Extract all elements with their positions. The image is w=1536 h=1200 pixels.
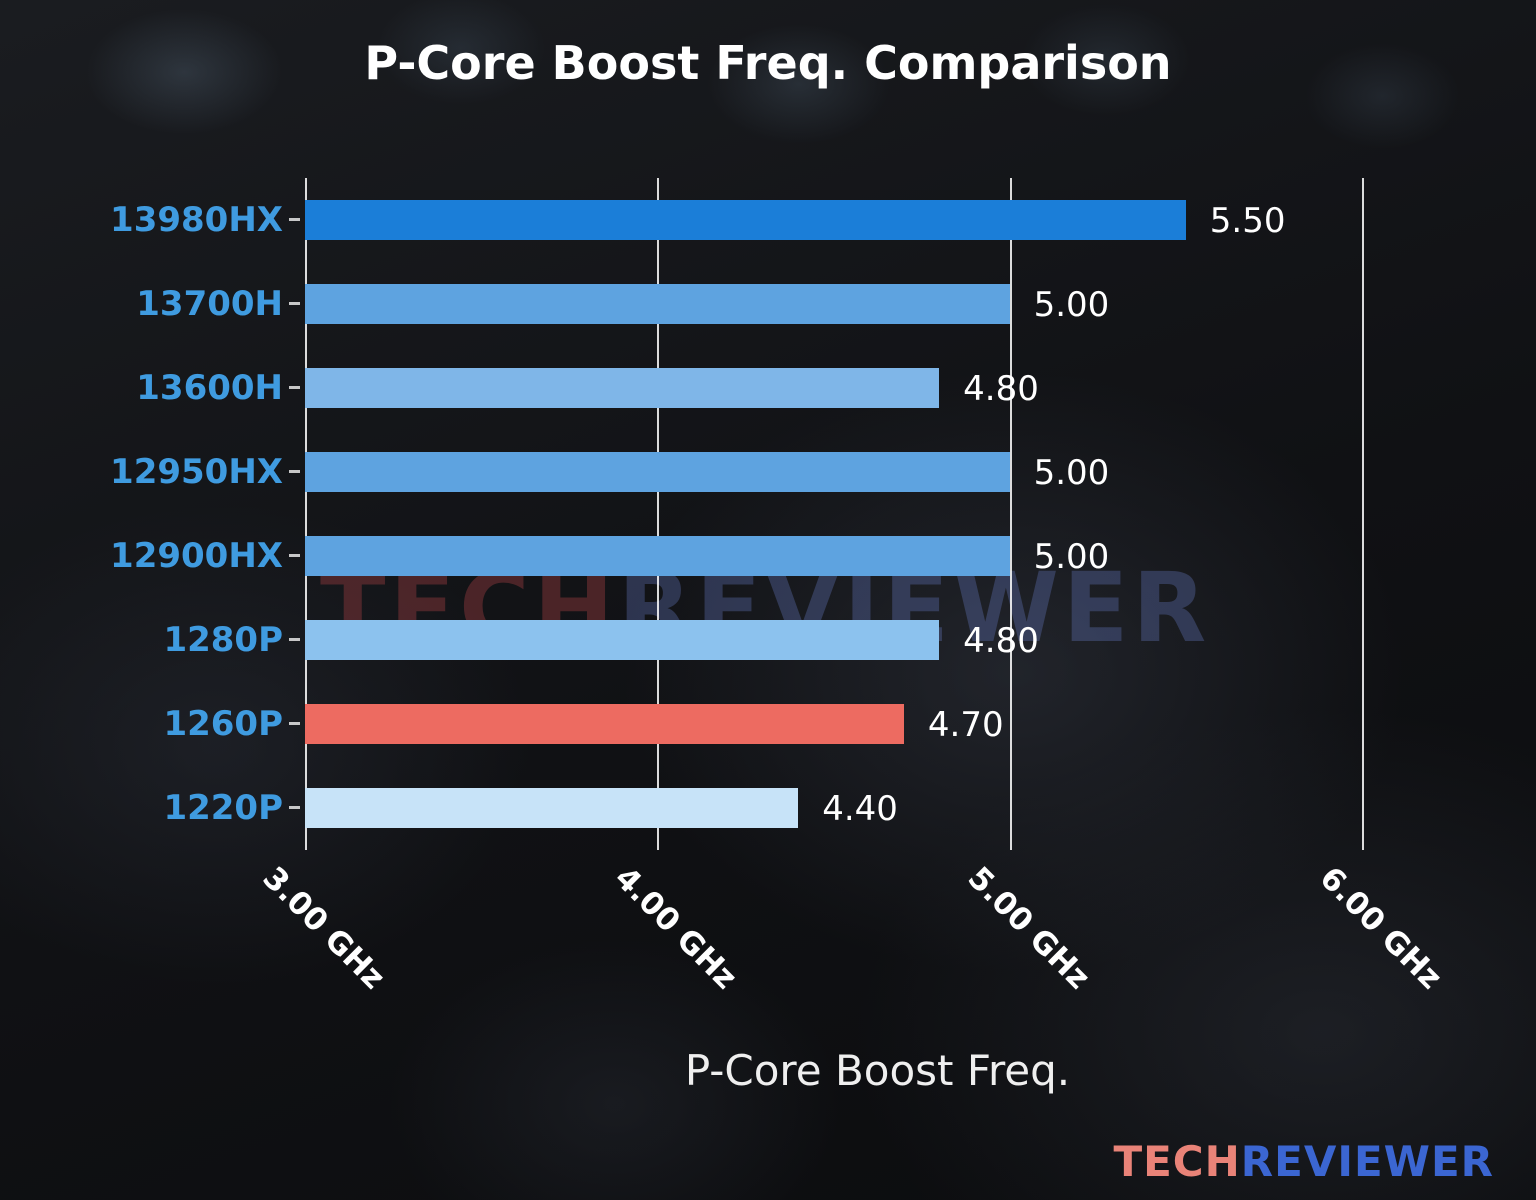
y-tick-mark	[289, 386, 300, 389]
category-label: 12900HX	[110, 536, 283, 576]
gridline-5.00-ghz	[1009, 178, 1012, 850]
y-tick-mark	[289, 806, 300, 809]
logo-tech: TECH	[1113, 1137, 1241, 1186]
category-label: 1220P	[163, 788, 283, 828]
value-label: 5.00	[1033, 453, 1110, 493]
bar	[305, 368, 940, 408]
bar-row-13980hx: 13980HX 5.50	[110, 178, 1450, 262]
bar	[305, 704, 904, 744]
y-tick-mark	[289, 638, 300, 641]
value-label: 4.70	[927, 705, 1004, 745]
bar	[305, 788, 799, 828]
plot-area: 3.00 GHz 4.00 GHz 5.00 GHz 6.00 GHz 13980HX 5…	[110, 178, 1450, 996]
y-tick-mark	[289, 218, 300, 221]
y-tick-mark	[289, 554, 300, 557]
y-tick-mark	[289, 302, 300, 305]
x-axis-label: P-Core Boost Freq.	[684, 1046, 1071, 1095]
category-label: 13980HX	[110, 200, 283, 240]
bar-row-1280p: 1280P 4.80	[163, 598, 1450, 682]
techreviewer-logo: TECHREVIEWER	[1113, 1137, 1494, 1186]
category-label: 13600H	[136, 368, 283, 408]
bar	[305, 284, 1010, 324]
value-label: 4.80	[963, 621, 1039, 661]
logo-reviewer: REVIEWER	[1240, 1137, 1494, 1186]
value-label: 5.00	[1033, 285, 1110, 325]
bar	[305, 452, 1010, 492]
gridline-4.00-ghz	[657, 178, 660, 850]
bar-row-12900hx: 12900HX 5.00	[110, 514, 1450, 598]
category-label: 1260P	[163, 704, 283, 744]
gridline-3.00-ghz	[305, 178, 307, 850]
y-tick-mark	[289, 470, 300, 473]
bar	[305, 200, 1186, 240]
value-label: 5.00	[1033, 537, 1110, 577]
chart-title: P-Core Boost Freq. Comparison	[364, 36, 1172, 90]
gridline-6.00-ghz	[1361, 178, 1364, 850]
category-label: 12950HX	[110, 452, 283, 492]
bar	[305, 536, 1010, 576]
category-label: 1280P	[163, 620, 283, 660]
bar-row-13700h: 13700H 5.00	[136, 262, 1450, 346]
category-label: 13700H	[136, 284, 283, 324]
value-label: 5.50	[1209, 201, 1286, 241]
bar-row-12950hx: 12950HX 5.00	[110, 430, 1450, 514]
bar-row-13600h: 13600H 4.80	[136, 346, 1450, 430]
bar	[305, 620, 940, 660]
bar-row-1260p: 1260P 4.70	[163, 682, 1450, 766]
y-tick-mark	[289, 722, 300, 725]
value-label: 4.80	[963, 369, 1039, 409]
bar-row-1220p: 1220P 4.40	[163, 766, 1450, 850]
value-label: 4.40	[822, 789, 898, 829]
